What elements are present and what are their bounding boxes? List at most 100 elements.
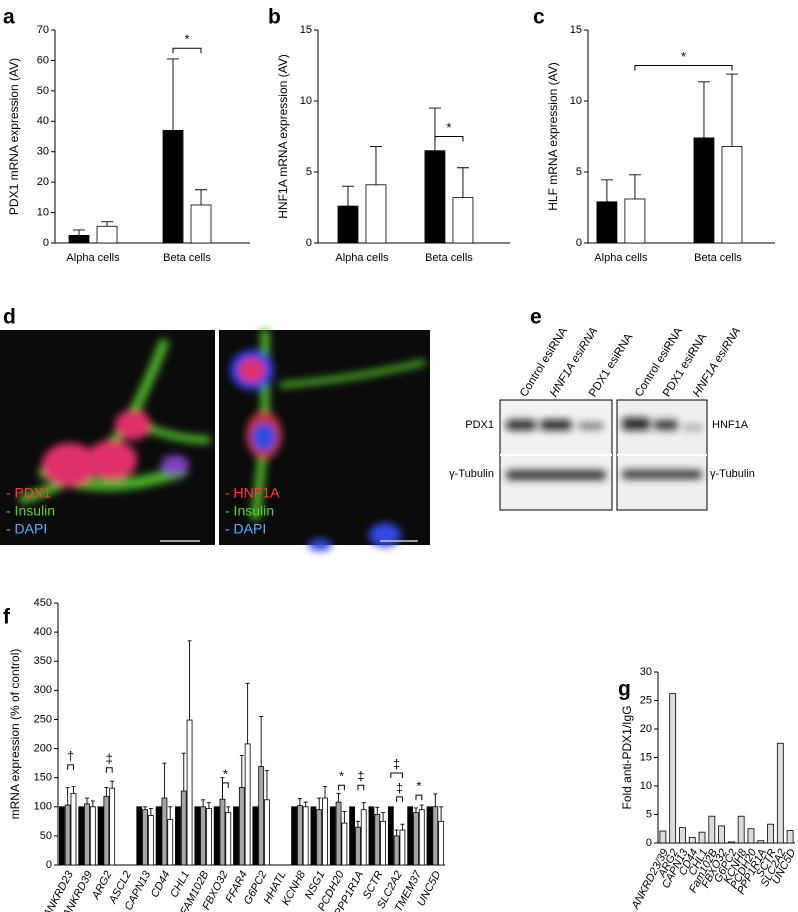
bar [708, 815, 716, 844]
error-bar [167, 58, 180, 131]
bar [233, 806, 239, 866]
error-bar [148, 808, 153, 816]
error-bar [428, 107, 441, 151]
bar [747, 828, 755, 844]
y-tick-label: 50 [37, 85, 49, 97]
bar [190, 204, 212, 244]
bar [374, 813, 381, 866]
error-bar [419, 804, 424, 810]
error-bar [323, 785, 328, 799]
error-bar [245, 682, 250, 744]
error-bar [85, 797, 90, 804]
bar [718, 825, 726, 844]
y-tick-label: 450 [34, 597, 52, 609]
y-tick-label: 0 [46, 859, 52, 871]
row-label: γ-Tubulin [710, 468, 755, 480]
bar [355, 826, 361, 866]
significance-bracket [434, 136, 464, 142]
y-tick-label: 60 [37, 54, 49, 66]
y-axis-label: HNF1A mRNA expression (AV) [276, 54, 290, 219]
row-label: γ-Tubulin [449, 468, 494, 480]
bar [737, 815, 745, 844]
panel-letter: e [530, 306, 542, 329]
error-bar [206, 802, 211, 809]
error-bar [433, 793, 438, 807]
bar [767, 823, 774, 844]
y-axis-label: PDX1 mRNA expression (AV) [7, 58, 21, 215]
x-tick-label: Beta cells [425, 252, 473, 264]
bar [97, 806, 104, 866]
error-bar [162, 762, 167, 799]
panel-letter: d [3, 306, 16, 329]
bar [693, 137, 715, 244]
annotation: ‡ [357, 769, 364, 784]
bar [58, 806, 65, 866]
bar [136, 806, 143, 866]
annotation: * [681, 49, 686, 64]
stain-label: - Insulin [6, 503, 55, 519]
error-bar [336, 792, 341, 803]
stain-label: - HNF1A [225, 485, 280, 501]
panel-letter: a [3, 6, 15, 29]
error-bar [725, 73, 738, 147]
bar [142, 809, 148, 866]
lane-label: PDX1 esiRNA [587, 331, 636, 399]
error-bar [181, 752, 186, 792]
y-tick-label: 5 [306, 166, 312, 178]
bar [167, 819, 174, 866]
y-tick-label: 10 [570, 95, 582, 107]
bar [688, 836, 696, 844]
error-bar [413, 807, 418, 813]
y-tick-label: 30 [640, 666, 652, 678]
error-bar [355, 820, 360, 828]
y-tick-label: 5 [646, 808, 652, 820]
bar [399, 829, 406, 866]
y-tick-label: 40 [37, 115, 49, 127]
bar [291, 806, 297, 866]
error-bar [303, 801, 308, 807]
error-bar [456, 167, 469, 198]
row-label: PDX1 [465, 419, 494, 431]
bar [219, 798, 226, 866]
error-bar [90, 800, 95, 807]
annotation: † [67, 748, 74, 763]
bar [316, 809, 323, 866]
annotation: ‡ [393, 756, 400, 771]
y-tick-label: 15 [300, 24, 312, 36]
bar [162, 130, 184, 244]
bar [407, 806, 414, 866]
error-bar [187, 640, 192, 721]
bar [624, 198, 646, 244]
y-tick-label: 400 [34, 626, 52, 638]
bar [438, 820, 445, 866]
bar [89, 806, 96, 866]
bar [310, 806, 317, 866]
bar [727, 841, 735, 844]
bar [68, 234, 90, 244]
bar [252, 806, 259, 866]
bar [186, 719, 193, 866]
y-tick-label: 50 [40, 830, 52, 842]
bar [424, 150, 446, 244]
y-tick-label: 250 [34, 713, 52, 725]
error-bar [71, 785, 76, 794]
bar [337, 205, 359, 244]
bar [180, 790, 187, 866]
error-bar [697, 81, 710, 138]
y-tick-label: 10 [37, 206, 49, 218]
x-tick-label: Alpha cells [66, 252, 120, 264]
stain-label: - PDX1 [6, 485, 51, 501]
stain-label: - DAPI [225, 521, 266, 537]
error-bar [628, 174, 641, 199]
micrograph-right [219, 329, 430, 551]
bar [329, 806, 336, 866]
row-label: HNF1A [712, 419, 749, 431]
error-bar [369, 145, 382, 185]
bar [335, 801, 342, 866]
y-tick-label: 300 [34, 684, 52, 696]
panel-letter: b [268, 6, 281, 29]
y-tick-label: 0 [306, 237, 312, 249]
significance-bracket [338, 784, 345, 791]
error-bar [317, 797, 322, 810]
error-bar [195, 189, 208, 205]
